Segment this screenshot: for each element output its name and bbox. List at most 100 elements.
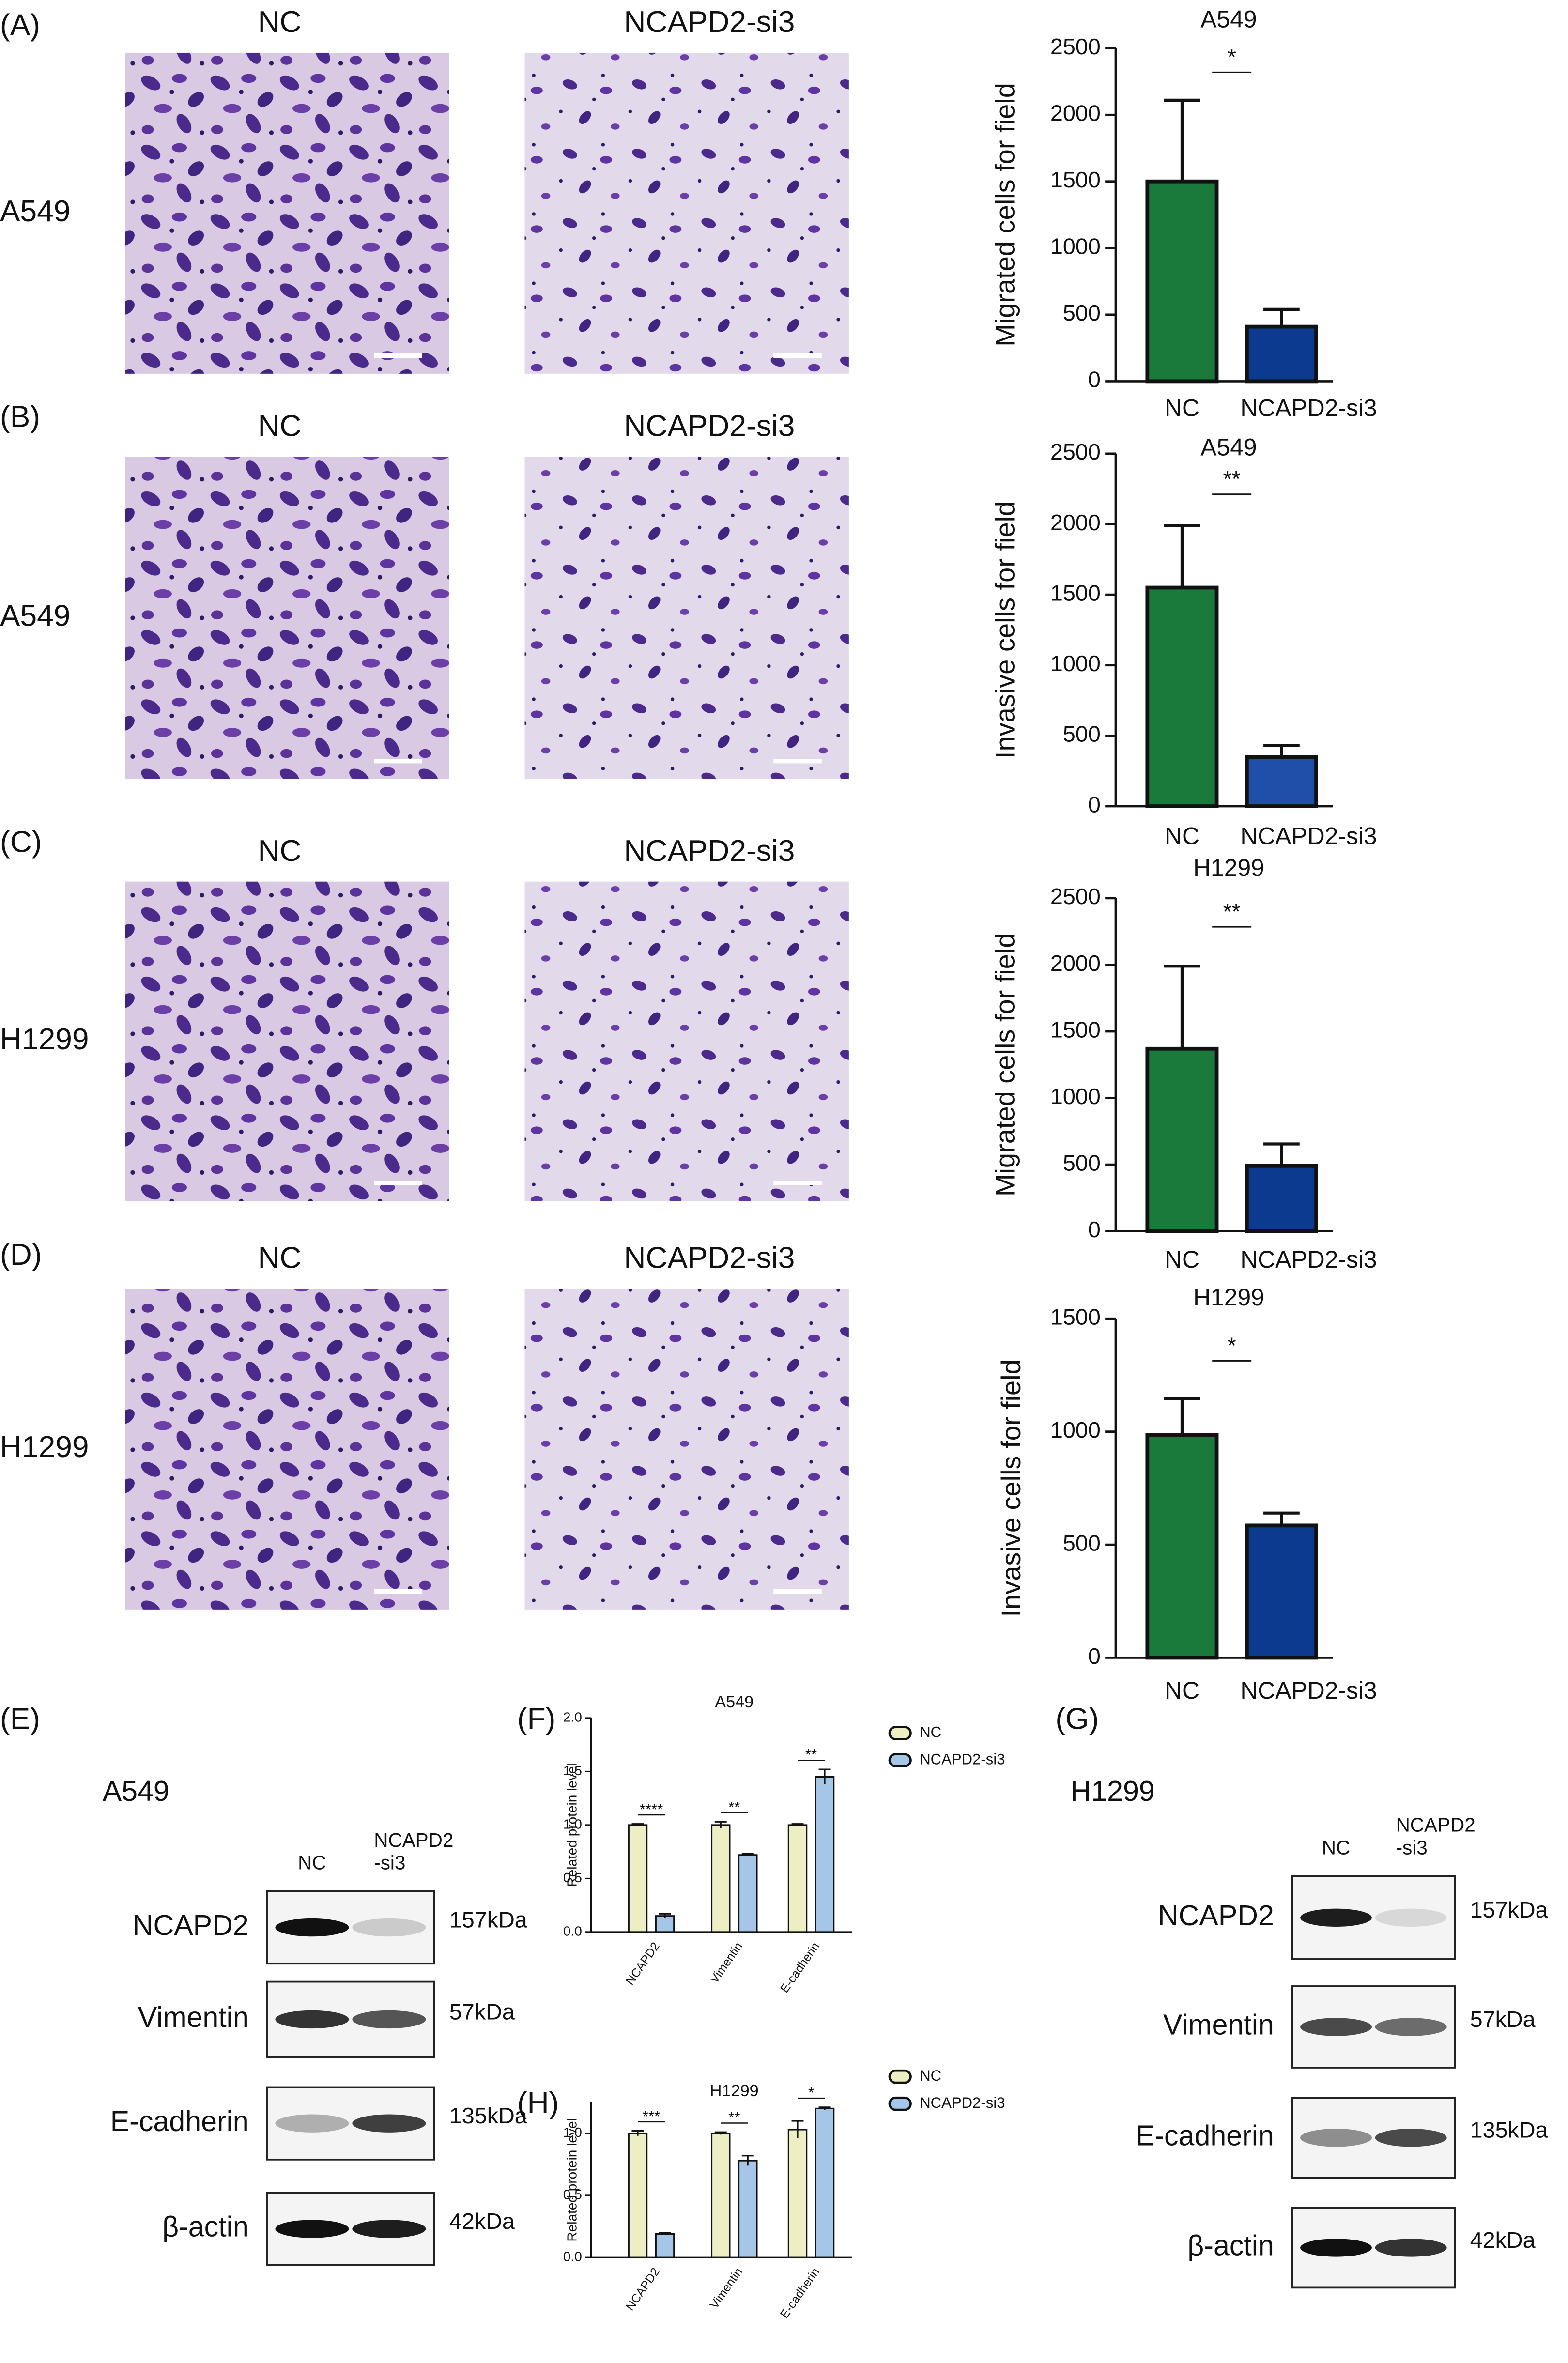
x-tick-label: NCAPD2-si3	[1240, 395, 1377, 422]
cell-line: A549	[103, 1775, 169, 1807]
image-title: NCAPD2-si3	[624, 5, 795, 39]
size-label: 57kDa	[1470, 2007, 1536, 2032]
size-label: 135kDa	[1470, 2117, 1548, 2143]
blot-band	[352, 2010, 426, 2029]
protein-label: Vimentin	[138, 2001, 249, 2033]
significance: *	[1228, 45, 1236, 70]
image-title: NCAPD2-si3	[624, 834, 795, 868]
y-tick-label: 500	[1063, 300, 1101, 325]
x-tick-label: NC	[1165, 1677, 1199, 1704]
protein-label: E-cadherin	[1136, 2119, 1274, 2151]
legend-label: NC	[920, 1723, 941, 1740]
y-axis-label: Migrated cells for field	[990, 83, 1020, 347]
bar	[1245, 324, 1318, 384]
micrograph	[125, 52, 449, 374]
bar	[815, 2107, 835, 2258]
image-title: NC	[258, 1241, 302, 1274]
x-tick-label: NCAPD2	[623, 1940, 662, 1988]
y-axis-label: Invasive cells for field	[996, 1359, 1026, 1617]
row-label: H1299	[0, 1023, 89, 1056]
panel-label: (F)	[517, 1703, 555, 1736]
protein-label: Vimentin	[1163, 2009, 1274, 2041]
y-tick-label: 1500	[1050, 167, 1101, 192]
protein-label: NCAPD2	[1158, 1899, 1274, 1932]
panel-label: (B)	[0, 400, 40, 434]
blot-band	[1300, 1908, 1372, 1927]
x-tick-label: E-cadherin	[778, 1940, 822, 1995]
significance: *	[1228, 1333, 1236, 1358]
y-tick-label: 0.0	[563, 1923, 582, 1938]
legend-label: NC	[920, 2067, 941, 2084]
significance: **	[1223, 466, 1241, 491]
y-tick-label: 0	[1088, 792, 1101, 817]
blot-band	[1300, 2129, 1372, 2147]
y-tick-label: 0.5	[563, 2187, 582, 2202]
blot-band	[352, 2114, 426, 2133]
bar	[1145, 1046, 1219, 1233]
protein-label: NCAPD2	[133, 1909, 249, 1941]
bar	[710, 1824, 731, 1933]
blot-band	[1300, 2018, 1372, 2036]
y-tick-label: 2500	[1050, 439, 1101, 464]
blot-band	[275, 2114, 349, 2133]
blot-band	[275, 2010, 349, 2029]
blot-band	[352, 2220, 426, 2238]
y-axis-label: Related protein level	[565, 1763, 580, 1887]
significance: *	[808, 2084, 814, 2101]
lane-label: NC	[298, 1852, 326, 1874]
lane-label: -si3	[374, 1852, 405, 1874]
panel-label: (H)	[517, 2087, 559, 2120]
size-label: 157kDa	[1470, 1897, 1548, 1922]
bar	[628, 1824, 648, 1933]
panel-label: (C)	[0, 825, 42, 859]
lane-label: NCAPD2	[374, 1829, 453, 1851]
row-label: A549	[0, 599, 70, 632]
y-tick-label: 2500	[1050, 884, 1101, 909]
x-tick-label: E-cadherin	[778, 2265, 822, 2321]
y-tick-label: 2000	[1050, 510, 1101, 535]
panel-label: (D)	[0, 1238, 42, 1272]
y-tick-label: 1000	[1050, 1417, 1101, 1442]
micrograph	[125, 1288, 449, 1610]
protein-label: β-actin	[162, 2210, 249, 2243]
bar	[710, 2133, 731, 2258]
chart-title: H1299	[1193, 854, 1264, 881]
y-axis-label: Migrated cells for field	[990, 933, 1020, 1197]
y-tick-label: 1000	[1050, 651, 1101, 676]
bar	[1245, 1523, 1318, 1660]
y-axis-label: Related protein level	[565, 2118, 580, 2241]
legend-label: NCAPD2-si3	[920, 1750, 1005, 1767]
image-title: NC	[258, 5, 302, 39]
chart-title: H1299	[710, 2082, 759, 2100]
x-tick-label: NC	[1165, 823, 1199, 850]
micrograph	[524, 881, 849, 1201]
lane-label: NC	[1322, 1836, 1350, 1858]
cell-line: H1299	[1071, 1775, 1155, 1807]
y-tick-label: 500	[1063, 1530, 1101, 1555]
y-tick-label: 1.0	[563, 2125, 582, 2140]
legend-label: NCAPD2-si3	[920, 2094, 1005, 2111]
size-label: 57kDa	[449, 1999, 515, 2024]
y-tick-label: 0.5	[563, 1870, 582, 1885]
y-tick-label: 1.5	[563, 1763, 582, 1778]
bar	[1145, 585, 1219, 808]
micrograph	[524, 1288, 849, 1610]
x-tick-label: Vimentin	[707, 1940, 745, 1986]
significance: **	[728, 1799, 740, 1816]
y-tick-label: 0	[1088, 1643, 1101, 1669]
lane-label: -si3	[1396, 1836, 1428, 1858]
size-label: 42kDa	[1470, 2227, 1536, 2253]
bar	[1145, 1433, 1219, 1660]
bar	[655, 1915, 675, 1933]
y-tick-label: 1000	[1050, 234, 1101, 259]
row-label: A549	[0, 195, 70, 228]
legend-swatch	[888, 1726, 912, 1740]
bar	[628, 2133, 648, 2258]
y-tick-label: 2000	[1050, 951, 1101, 976]
image-title: NC	[258, 834, 302, 868]
significance: **	[728, 2109, 740, 2126]
significance: ****	[640, 1801, 663, 1818]
bar	[787, 1824, 808, 1933]
